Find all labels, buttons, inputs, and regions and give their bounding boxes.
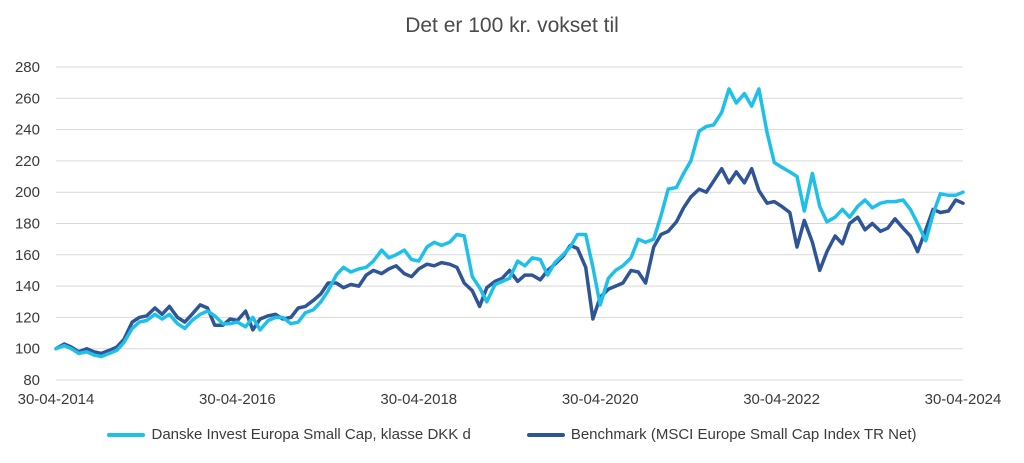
y-tick-label: 200 (15, 184, 40, 201)
legend-item-benchmark: Benchmark (MSCI Europe Small Cap Index T… (526, 426, 917, 443)
legend-item-fund: Danske Invest Europa Small Cap, klasse D… (107, 426, 471, 443)
y-axis: 80 100 120 140 160 180 200 220 240 260 280 (15, 59, 40, 389)
y-tick-label: 140 (15, 278, 40, 295)
series-lines (54, 87, 965, 359)
x-axis: 30-04-2014 30-04-2016 30-04-2018 30-04-2020… (18, 391, 1002, 408)
legend: Danske Invest Europa Small Cap, klasse D… (0, 426, 1024, 443)
y-tick-label: 260 (15, 90, 40, 107)
chart-title: Det er 100 kr. vokset til (405, 14, 619, 37)
x-tick-label: 30-04-2020 (562, 391, 639, 408)
legend-label-benchmark: Benchmark (MSCI Europe Small Cap Index T… (570, 426, 917, 443)
y-tick-label: 120 (15, 309, 40, 326)
y-tick-label: 240 (15, 122, 40, 139)
x-tick-label: 30-04-2014 (18, 391, 95, 408)
series-line-fund (54, 87, 965, 359)
y-tick-label: 180 (15, 216, 40, 233)
legend-label-fund: Danske Invest Europa Small Cap, klasse D… (151, 426, 471, 443)
y-tick-label: 80 (23, 372, 40, 389)
legend-swatch-fund (107, 432, 146, 437)
y-tick-label: 100 (15, 341, 40, 358)
x-tick-label: 30-04-2018 (380, 391, 457, 408)
x-tick-label: 30-04-2024 (925, 391, 1002, 408)
y-tick-label: 280 (15, 59, 40, 76)
x-tick-label: 30-04-2016 (199, 391, 276, 408)
x-tick-label: 30-04-2022 (743, 391, 820, 408)
legend-swatch-benchmark (526, 432, 565, 437)
series-line-benchmark (54, 166, 965, 356)
y-tick-label: 160 (15, 247, 40, 264)
y-tick-label: 220 (15, 153, 40, 170)
gridlines (56, 66, 963, 381)
